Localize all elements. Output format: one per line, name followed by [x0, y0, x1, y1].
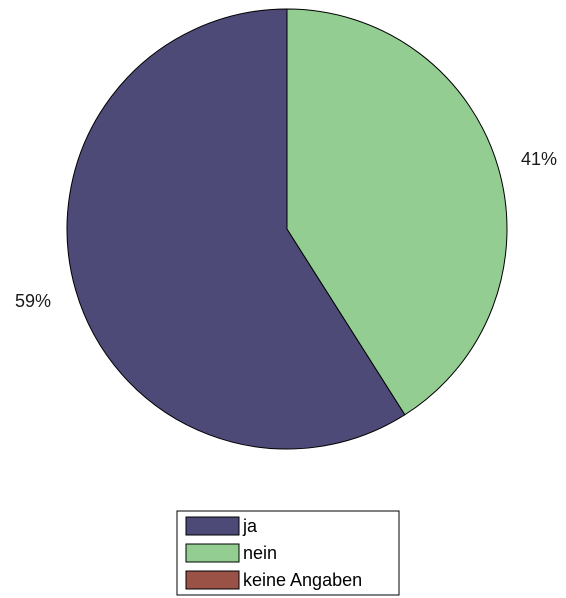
pie-slice-ja: [66, 8, 406, 450]
pie-slice-nein: [286, 8, 508, 416]
legend-swatch-ja: [185, 516, 240, 536]
legend-swatch-keine-angaben: [185, 570, 240, 590]
legend-label-nein: nein: [243, 543, 277, 563]
legend-label-keine-angaben: keine Angaben: [243, 570, 362, 590]
pie-labels: 59% 41%: [15, 149, 557, 311]
slice-label-ja: 59%: [15, 291, 51, 311]
pie-slices: [66, 8, 508, 450]
legend-swatch-nein: [185, 543, 240, 563]
legend: ja nein keine Angaben: [176, 510, 400, 596]
legend-label-ja: ja: [242, 516, 258, 536]
slice-label-nein: 41%: [521, 149, 557, 169]
legend-items: ja nein keine Angaben: [185, 516, 362, 590]
